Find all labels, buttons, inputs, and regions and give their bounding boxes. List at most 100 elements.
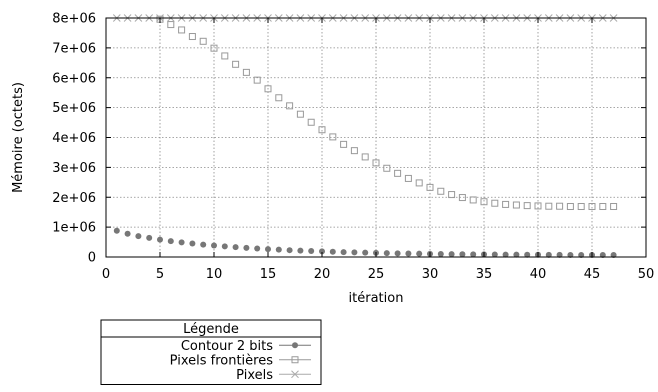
frontier-point xyxy=(545,202,553,210)
contour-point xyxy=(221,243,228,250)
frontier-point xyxy=(523,202,531,210)
plot-series xyxy=(112,14,618,259)
frontier-point xyxy=(210,44,218,52)
legend-marker xyxy=(292,342,298,349)
legend-title: Légende xyxy=(183,322,239,337)
frontier-point xyxy=(588,203,596,211)
frontier-point xyxy=(188,33,196,41)
frontier-point xyxy=(372,159,380,167)
frontier-point xyxy=(307,118,315,126)
frontier-point xyxy=(577,203,585,211)
frontier-point xyxy=(167,21,175,29)
x-tick-label: 30 xyxy=(422,267,439,282)
legend-label: Pixels xyxy=(236,368,273,383)
y-axis-label: Mémoire (octets) xyxy=(11,82,26,193)
y-tick-label: 6e+06 xyxy=(52,71,96,86)
y-tick-label: 3e+06 xyxy=(52,161,96,176)
series-filled-circle xyxy=(113,227,617,259)
contour-point xyxy=(340,249,347,256)
frontier-point xyxy=(534,202,542,210)
contour-point xyxy=(146,234,153,241)
contour-point xyxy=(178,239,185,246)
x-tick-label: 25 xyxy=(368,267,385,282)
x-tick-label: 5 xyxy=(156,267,164,282)
contour-point xyxy=(545,251,552,258)
y-tick-label: 8e+06 xyxy=(52,12,96,27)
series-open-square xyxy=(156,15,618,211)
frontier-point xyxy=(296,110,304,118)
frontier-point xyxy=(242,68,250,76)
contour-point xyxy=(416,250,423,257)
contour-point xyxy=(578,251,585,258)
frontier-point xyxy=(404,174,412,182)
legend-label: Contour 2 bits xyxy=(181,339,273,354)
grid xyxy=(106,18,646,257)
contour-point xyxy=(437,250,444,257)
frontier-point xyxy=(361,153,369,161)
frontier-point xyxy=(480,198,488,206)
contour-point xyxy=(167,238,174,245)
legend-marker xyxy=(291,356,299,364)
frontier-point xyxy=(221,52,229,60)
contour-point xyxy=(232,244,239,251)
x-tick-label: 50 xyxy=(638,267,655,282)
contour-point xyxy=(275,246,282,253)
contour-point xyxy=(556,251,563,258)
contour-point xyxy=(491,251,498,258)
frontier-point xyxy=(437,187,445,195)
contour-point xyxy=(135,233,142,240)
contour-point xyxy=(124,230,131,237)
contour-point xyxy=(286,247,293,254)
x-axis-label: itération xyxy=(349,291,404,306)
frontier-point xyxy=(610,203,618,211)
contour-point xyxy=(297,247,304,254)
frontier-point xyxy=(426,183,434,191)
y-tick-label: 2e+06 xyxy=(52,191,96,206)
x-tick-label: 40 xyxy=(530,267,547,282)
frontier-point xyxy=(502,200,510,208)
frontier-point xyxy=(415,179,423,187)
contour-point xyxy=(329,248,336,255)
frontier-point xyxy=(232,60,240,68)
contour-point xyxy=(243,244,250,251)
frontier-point xyxy=(394,169,402,177)
contour-point xyxy=(254,245,261,252)
y-tick-label: 7e+06 xyxy=(52,41,96,56)
legend-label: Pixels frontières xyxy=(170,353,274,368)
contour-point xyxy=(502,251,509,258)
y-tick-label: 5e+06 xyxy=(52,101,96,116)
frontier-point xyxy=(491,199,499,207)
frontier-point xyxy=(383,164,391,172)
contour-point xyxy=(189,240,196,247)
contour-point xyxy=(308,248,315,255)
frontier-point xyxy=(340,140,348,148)
x-tick-label: 10 xyxy=(206,267,223,282)
contour-point xyxy=(113,227,120,234)
x-tick-label: 35 xyxy=(476,267,493,282)
contour-point xyxy=(394,250,401,257)
frontier-point xyxy=(329,133,337,141)
legend-marker xyxy=(291,370,299,379)
frontier-point xyxy=(253,76,261,84)
contour-point xyxy=(351,249,358,256)
x-tick-label: 45 xyxy=(584,267,601,282)
frontier-point xyxy=(448,191,456,199)
frontier-point xyxy=(199,37,207,45)
contour-point xyxy=(319,248,325,255)
frontier-point xyxy=(599,203,607,211)
frontier-point xyxy=(286,102,294,110)
frontier-point xyxy=(350,147,358,155)
contour-point xyxy=(567,251,574,258)
frontier-point xyxy=(566,203,574,211)
y-tick-label: 1e+06 xyxy=(52,221,96,236)
contour-point xyxy=(448,251,455,258)
frontier-point xyxy=(264,85,272,93)
frontier-point xyxy=(458,194,466,202)
contour-point xyxy=(459,251,466,258)
contour-point xyxy=(383,250,390,257)
x-tick-label: 15 xyxy=(260,267,277,282)
frontier-point xyxy=(469,196,477,204)
contour-point xyxy=(513,251,520,258)
